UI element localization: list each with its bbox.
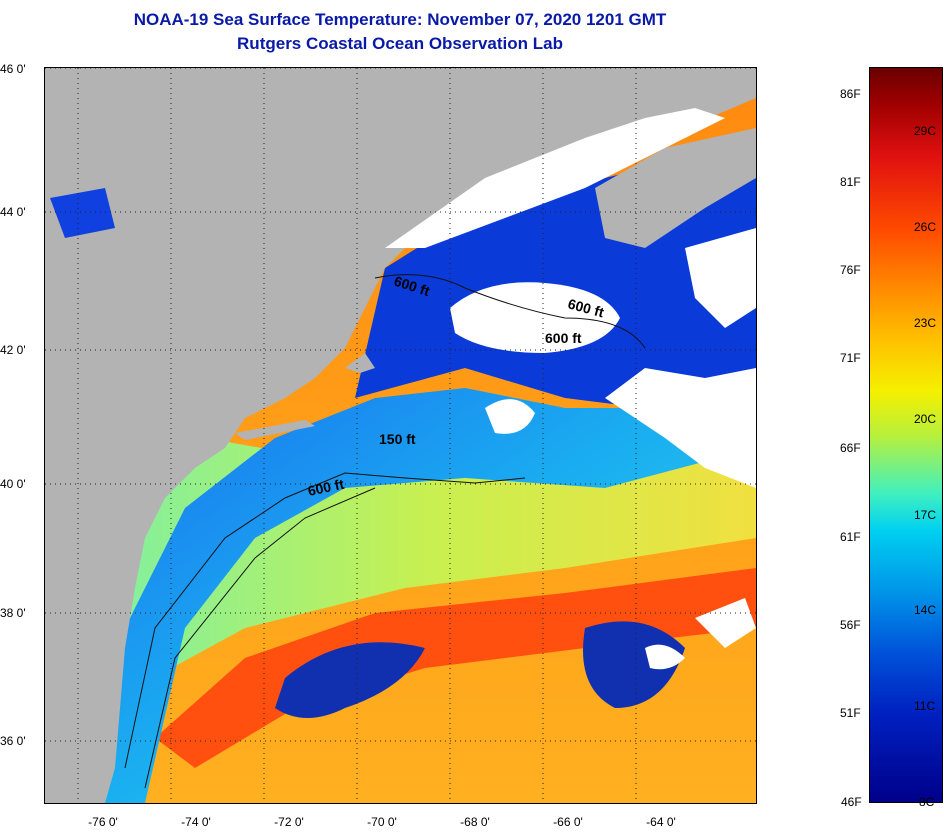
us-coast	[45, 68, 756, 803]
graticule	[45, 68, 756, 803]
temperature-colorbar	[869, 67, 943, 803]
colorbar-f-81: 81F	[840, 175, 861, 189]
colorbar-f-76: 76F	[840, 263, 861, 277]
lat-label-46: 46 0'	[0, 62, 26, 76]
cape-cod	[345, 353, 375, 373]
lon-label-70: -70 0'	[367, 815, 397, 829]
map-subtitle: Rutgers Coastal Ocean Observation Lab	[237, 34, 563, 53]
lat-label-40: 40 0'	[0, 477, 26, 491]
lon-label-68: -68 0'	[460, 815, 490, 829]
colorbar-c-8: 8C	[919, 795, 935, 809]
colorbar-c-23: 23C	[914, 316, 937, 330]
lon-label-64: -64 0'	[646, 815, 676, 829]
colorbar-f-86: 86F	[840, 87, 861, 101]
lon-label-76: -76 0'	[88, 815, 118, 829]
lon-label-72: -72 0'	[274, 815, 304, 829]
sst-map[interactable]: 600 ft 600 ft 600 ft 150 ft 600 ft	[44, 67, 757, 804]
colorbar-c-14: 14C	[914, 603, 937, 617]
colorbar-f-46: 46F	[841, 795, 862, 809]
nova-scotia	[595, 128, 756, 248]
isobath-label-3: 600 ft	[545, 330, 582, 346]
clouds	[385, 108, 756, 670]
isobath-label-4: 150 ft	[379, 431, 416, 447]
colorbar-c-17: 17C	[914, 508, 937, 522]
sst-map-image: 600 ft 600 ft 600 ft 150 ft 600 ft	[45, 68, 756, 803]
colorbar-f-56: 56F	[840, 618, 861, 632]
colorbar-c-11: 11C	[914, 699, 936, 713]
gulf-stream	[155, 568, 756, 768]
lake-blue	[50, 188, 115, 238]
isobaths	[124, 274, 646, 789]
colorbar-f-51: 51F	[840, 706, 861, 720]
lon-label-66: -66 0'	[553, 815, 583, 829]
map-title: NOAA-19 Sea Surface Temperature: Novembe…	[133, 10, 667, 29]
cold-eddies	[275, 621, 685, 718]
lat-label-38: 38 0'	[0, 606, 26, 620]
shelf-water	[105, 368, 756, 803]
colorbar-f-71: 71F	[840, 351, 861, 365]
lat-label-36: 36 0'	[0, 734, 26, 748]
colorbar-f-66: 66F	[840, 441, 861, 455]
long-island	[235, 420, 315, 440]
lat-label-42: 42 0'	[0, 343, 26, 357]
lat-label-44: 44 0'	[0, 205, 26, 219]
colorbar-f-61: 61F	[840, 530, 861, 544]
colorbar-c-20: 20C	[914, 412, 937, 426]
land	[45, 68, 756, 803]
lon-label-74: -74 0'	[181, 815, 211, 829]
isobath-label-5: 600 ft	[306, 476, 345, 499]
colorbar-c-26: 26C	[914, 220, 937, 234]
colorbar-c-29: 29C	[914, 124, 937, 138]
